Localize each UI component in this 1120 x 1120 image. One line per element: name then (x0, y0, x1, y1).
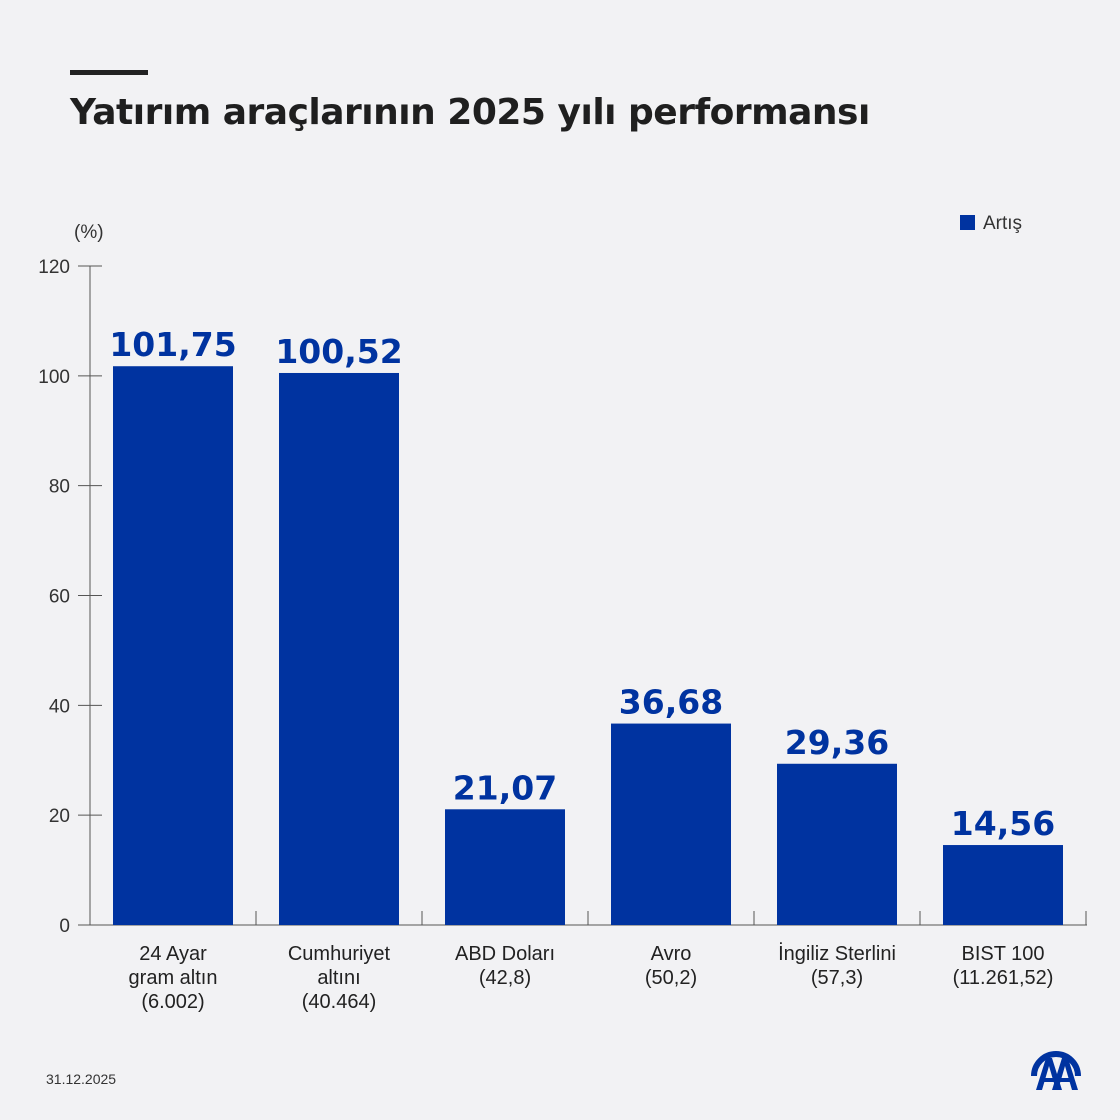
y-tick-label: 100 (38, 367, 70, 388)
aa-logo-icon (1031, 1051, 1081, 1090)
x-tick-label: Cumhuriyet (288, 943, 391, 965)
bar (113, 366, 233, 926)
x-tick-label: Avro (651, 943, 692, 965)
x-tick-label: altını (317, 967, 360, 989)
x-tick-label: 24 Ayar (139, 943, 207, 965)
data-label: 21,07 (453, 768, 557, 807)
x-tick-label: BIST 100 (961, 943, 1044, 965)
bar (445, 809, 565, 925)
data-label: 101,75 (109, 325, 236, 364)
title-accent-bar (70, 70, 148, 75)
legend-label: Artış (983, 213, 1022, 234)
data-label: 14,56 (951, 804, 1055, 843)
legend-swatch (960, 215, 975, 230)
data-label: 29,36 (785, 723, 889, 762)
y-tick-label: 80 (49, 477, 70, 498)
x-tick-label: (42,8) (479, 967, 531, 989)
x-tick-label: (40.464) (302, 991, 377, 1013)
x-tick-label: İngiliz Sterlini (778, 942, 896, 965)
bar (943, 845, 1063, 925)
y-tick-label: 120 (38, 257, 70, 278)
x-tick-label: (11.261,52) (953, 967, 1054, 989)
date-label: 31.12.2025 (46, 1071, 117, 1087)
y-axis-unit-label: (%) (74, 222, 104, 243)
y-tick-label: 60 (49, 587, 70, 608)
y-tick-label: 40 (49, 696, 70, 717)
y-tick-label: 20 (49, 806, 70, 827)
x-tick-label: (50,2) (645, 967, 697, 989)
bar (611, 723, 731, 925)
page-title: Yatırım araçlarının 2025 yılı performans… (70, 92, 870, 133)
bar (279, 372, 399, 925)
data-label: 36,68 (619, 683, 723, 722)
x-tick-label: (57,3) (811, 967, 863, 989)
x-tick-label: (6.002) (141, 991, 204, 1013)
x-tick-label: gram altın (129, 967, 218, 989)
x-tick-label: ABD Doları (455, 943, 555, 965)
data-label: 100,52 (275, 332, 402, 371)
bar (777, 763, 897, 925)
y-tick-label: 0 (59, 916, 70, 937)
